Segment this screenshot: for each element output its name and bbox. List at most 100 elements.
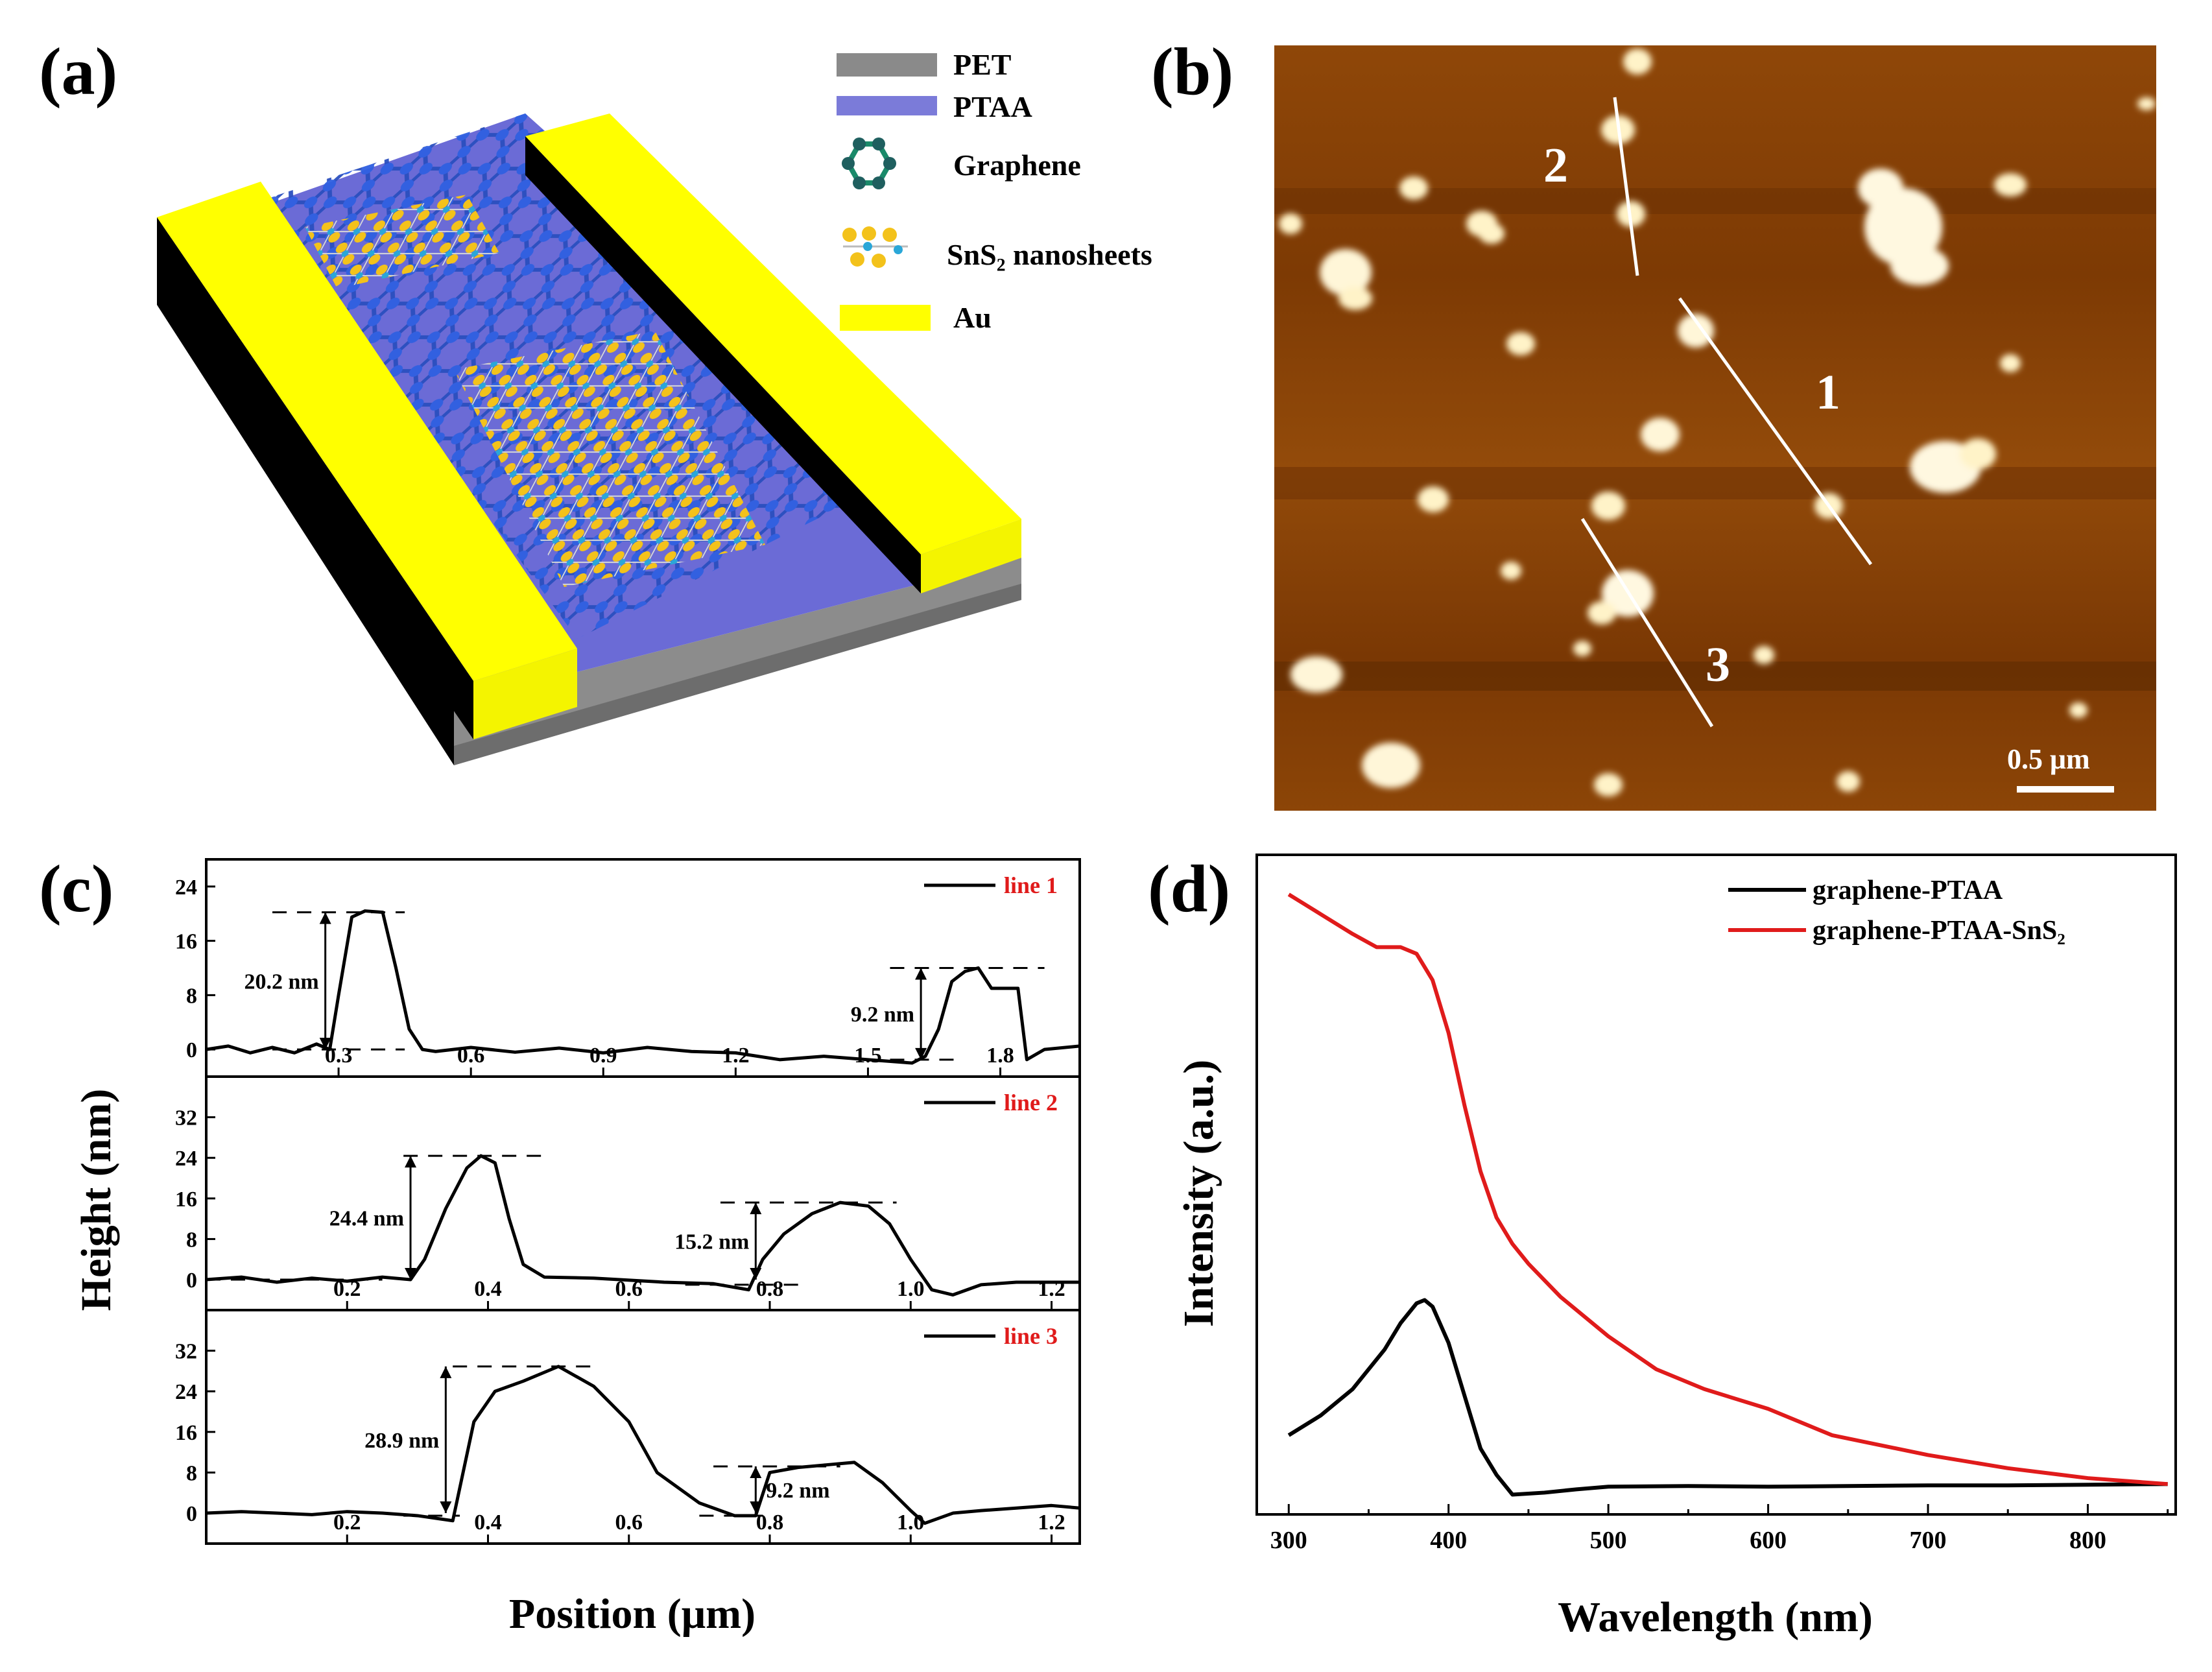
- legend-a: PET PTAA Graphene SnS₂ nanosheets Au: [837, 48, 1152, 334]
- x-tick-label: 400: [1430, 1527, 1467, 1554]
- legend-label: graphene-PTAA: [1813, 876, 2003, 905]
- arrow-head-down: [319, 1038, 331, 1050]
- x-tick-label: 300: [1270, 1527, 1307, 1554]
- y-tick-label: 8: [186, 1228, 197, 1252]
- x-tick-label: 500: [1590, 1527, 1627, 1554]
- au-electrode-right-front: [921, 519, 1021, 593]
- pet-front-shade: [454, 584, 1021, 765]
- profile-curve: [206, 1365, 1080, 1525]
- pet-swatch: [837, 53, 937, 77]
- y-tick-label: 24: [175, 1380, 197, 1404]
- afm-particles: [1279, 49, 2156, 796]
- legend-label: line 3: [1004, 1323, 1058, 1349]
- height-annotation: 9.2 nm: [851, 1003, 914, 1027]
- panel-d: (d) Intensity (a.u.) Wavelength (nm) 300…: [1148, 852, 2177, 1641]
- profile-curve: [206, 1154, 1080, 1297]
- sns2-lattice-icon: [842, 226, 908, 268]
- sns2-nanosheet-small: [305, 195, 499, 289]
- scale-bar: [2017, 786, 2114, 793]
- x-tick-label: 1.5: [854, 1044, 882, 1068]
- panel-a-label: (a): [39, 34, 117, 109]
- panel-c-ylabel: Height (nm): [73, 1089, 120, 1311]
- afm-label-2: 2: [1543, 138, 1568, 193]
- afm-label-1: 1: [1816, 365, 1840, 420]
- y-tick-label: 24: [175, 876, 197, 900]
- height-annotation: 9.2 nm: [766, 1479, 829, 1503]
- x-tick-label: 0.8: [756, 1277, 784, 1301]
- device-schematic: [157, 113, 1021, 765]
- x-tick-label: 700: [1910, 1527, 1947, 1554]
- x-tick-label: 0.8: [756, 1511, 784, 1535]
- y-tick-label: 0: [186, 1038, 197, 1062]
- arrow-head-down: [750, 1268, 762, 1280]
- panel-d-label: (d): [1148, 852, 1230, 926]
- x-tick-label: 0.4: [474, 1511, 502, 1535]
- arrow-head-down: [405, 1268, 417, 1280]
- afm-label-3: 3: [1706, 638, 1730, 692]
- panel-a: (a) PET PTAA: [39, 34, 1152, 765]
- height-annotation: 24.4 nm: [329, 1207, 404, 1231]
- au-swatch: [840, 305, 931, 331]
- x-tick-label: 1.0: [897, 1511, 925, 1535]
- height-annotation: 20.2 nm: [244, 970, 318, 994]
- y-tick-label: 16: [175, 930, 197, 954]
- arrow-head-up: [915, 968, 927, 980]
- panel-d-xlabel: Wavelength (nm): [1558, 1594, 1873, 1641]
- profile-line-2: [1613, 97, 1639, 276]
- arrow-head-down: [750, 1501, 762, 1514]
- profile-line-3: [1580, 518, 1714, 728]
- afm-image: 1 2 3 0.5 μm: [1274, 45, 2156, 811]
- au-electrode-right-side: [525, 136, 921, 593]
- height-annotation: 28.9 nm: [364, 1429, 439, 1453]
- au-electrode-left-side: [157, 217, 473, 739]
- profile-line-1: [1678, 297, 1873, 566]
- legend-label: line 1: [1004, 872, 1058, 898]
- scale-bar-label: 0.5 μm: [2007, 743, 2090, 775]
- x-tick-label: 600: [1750, 1527, 1787, 1554]
- y-tick-label: 32: [175, 1106, 197, 1130]
- series-graphene-ptaa: [1287, 1298, 2168, 1497]
- arrow-head-up: [750, 1466, 762, 1479]
- panel-b: (b): [1151, 34, 2156, 811]
- legend-label: graphene-PTAA-SnS₂: [1813, 916, 2065, 946]
- height-annotation: 15.2 nm: [674, 1230, 749, 1254]
- arrow-head-up: [405, 1156, 417, 1168]
- y-tick-label: 0: [186, 1269, 197, 1293]
- legend-a-graphene: Graphene: [953, 149, 1081, 182]
- au-electrode-left-top: [157, 182, 577, 681]
- hexagon-ring-icon: [842, 137, 896, 189]
- au-electrode-left-front: [473, 649, 577, 739]
- arrow-head-up: [440, 1366, 452, 1378]
- x-tick-label: 1.0: [897, 1277, 925, 1301]
- x-tick-label: 0.9: [589, 1044, 617, 1068]
- plot-frame: [1255, 854, 2177, 1516]
- x-tick-label: 1.2: [1038, 1511, 1065, 1535]
- legend-a-sns2: SnS₂ nanosheets: [947, 238, 1152, 271]
- panel-c: (c) Height (nm) Position (μm) 0.3 0.6 0.9 1…: [39, 852, 1081, 1638]
- y-tick-label: 8: [186, 1461, 197, 1485]
- panel-d-ylabel: Intensity (a.u.): [1175, 1060, 1222, 1328]
- subplot-line-3: 0.2 0.4 0.6 0.8 1.0 1.2 0 8 16 24 32 28.9 nm 9.2 nm l…: [175, 1309, 1081, 1545]
- legend-a-au: Au: [953, 301, 992, 334]
- arrow-head-down: [915, 1047, 927, 1060]
- afm-background: [1274, 45, 2156, 811]
- arrow-head-down: [440, 1501, 452, 1514]
- x-tick-label: 800: [2069, 1527, 2106, 1554]
- subplot-frame: [205, 1309, 1081, 1545]
- legend-label: line 2: [1004, 1090, 1058, 1116]
- profile-curve: [206, 909, 1080, 1065]
- panel-b-label: (b): [1151, 34, 1233, 109]
- x-tick-label: 0.4: [474, 1277, 502, 1301]
- series-graphene-ptaa-sns2: [1287, 892, 2168, 1487]
- sns2-nanosheet-large: [454, 331, 765, 587]
- au-electrode-right-top: [525, 113, 1021, 555]
- arrow-head-up: [750, 1202, 762, 1215]
- legend-a-ptaa: PTAA: [953, 90, 1032, 123]
- y-tick-label: 0: [186, 1502, 197, 1526]
- panel-c-label: (c): [39, 852, 113, 926]
- y-tick-label: 8: [186, 984, 197, 1008]
